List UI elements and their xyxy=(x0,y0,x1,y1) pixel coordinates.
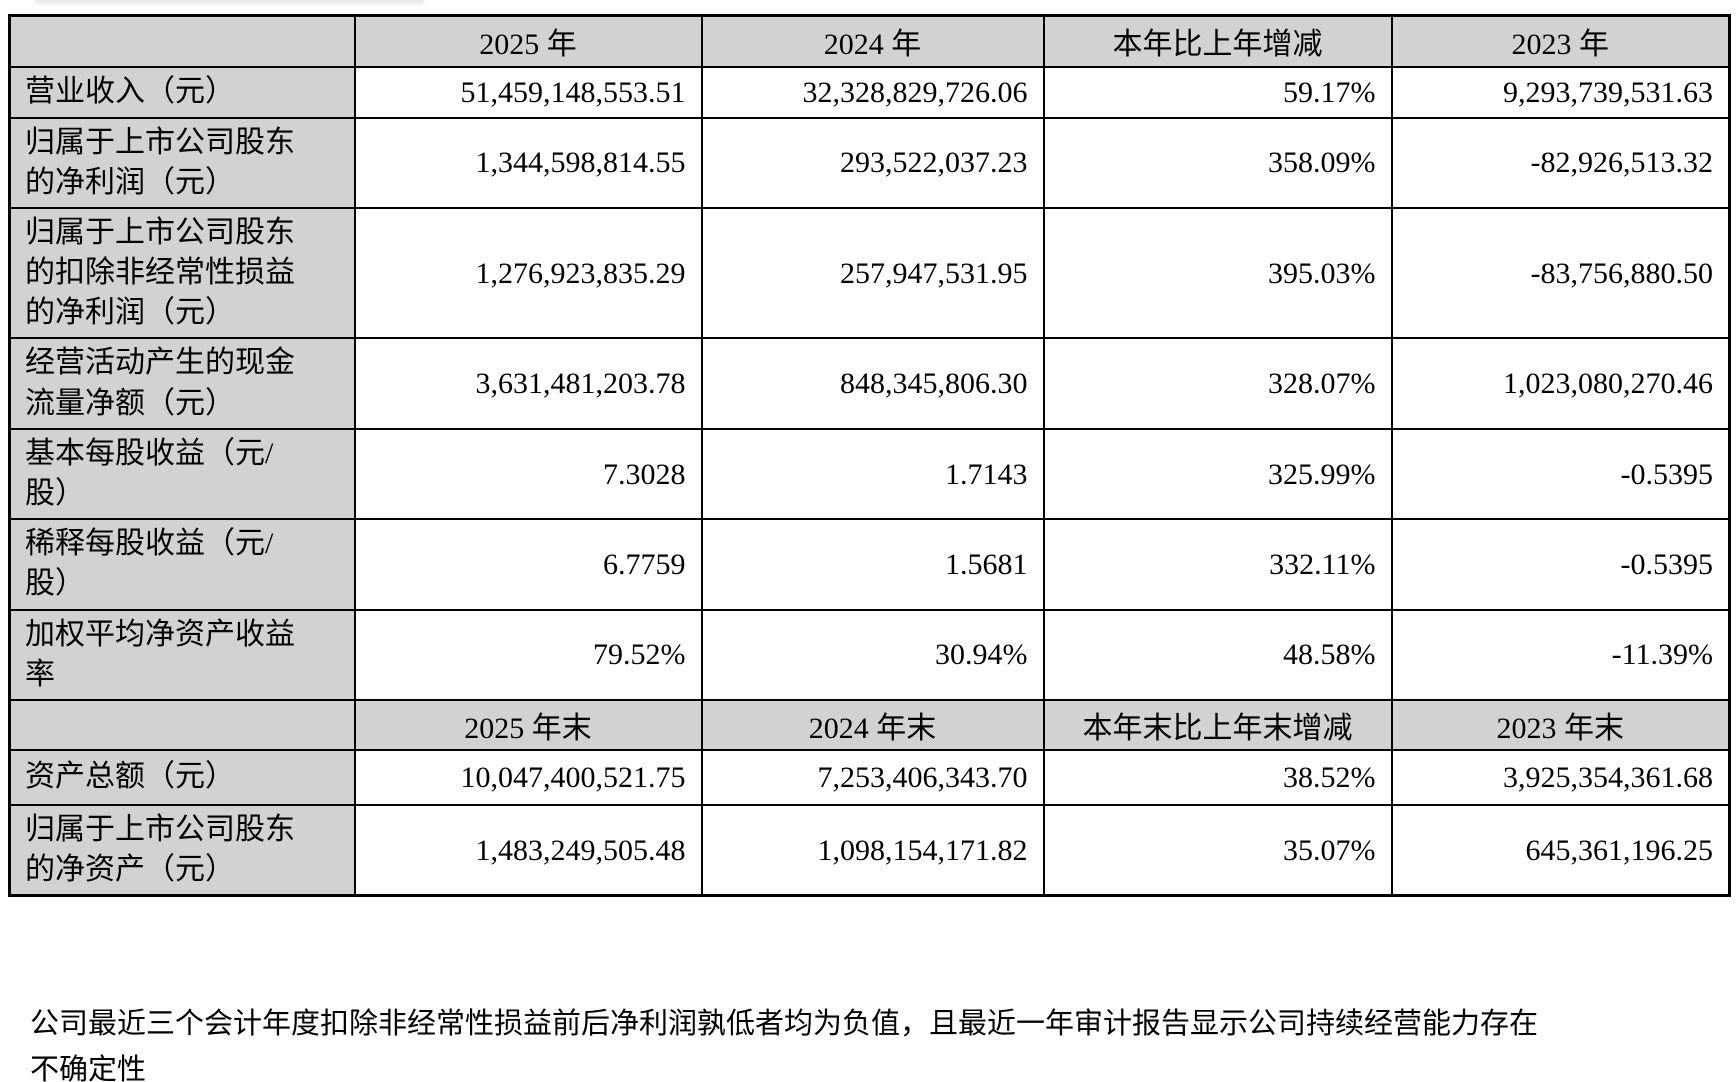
header-cell-2024: 2024 年 xyxy=(700,14,1045,68)
table-header-row-annual: 2025 年 2024 年 本年比上年增减 2023 年 xyxy=(8,14,1731,68)
header-cell-2023-end: 2023 年末 xyxy=(1390,698,1731,751)
row-label: 加权平均净资产收益 率 xyxy=(8,608,356,701)
row-label: 资产总额（元） xyxy=(8,748,356,806)
value-2025: 51,459,148,553.51 xyxy=(353,65,703,119)
value-2023: -83,756,880.50 xyxy=(1390,206,1731,340)
value-2024: 1.5681 xyxy=(700,518,1045,611)
row-label: 营业收入（元） xyxy=(8,65,356,119)
value-2023: -0.5395 xyxy=(1390,518,1731,611)
value-2025: 1,276,923,835.29 xyxy=(353,206,703,340)
going-concern-footnote: 公司最近三个会计年度扣除非经常性损益前后净利润孰低者均为负值，且最近一年审计报告… xyxy=(30,1008,1539,1082)
value-2025: 1,483,249,505.48 xyxy=(353,803,703,897)
value-yoy-change: 328.07% xyxy=(1042,337,1393,430)
header-cell-blank xyxy=(8,698,356,751)
value-yoy-change: 48.58% xyxy=(1042,608,1393,701)
value-2024: 1.7143 xyxy=(700,427,1045,521)
value-2024: 1,098,154,171.82 xyxy=(700,803,1045,897)
value-yoy-change: 332.11% xyxy=(1042,518,1393,611)
value-2025: 1,344,598,814.55 xyxy=(353,116,703,209)
key-financials-table: 2025 年 2024 年 本年比上年增减 2023 年 营业收入（元） 51,… xyxy=(8,14,1731,898)
value-2025: 3,631,481,203.78 xyxy=(353,337,703,430)
value-2024: 257,947,531.95 xyxy=(700,206,1045,340)
table-row-total-assets: 资产总额（元） 10,047,400,521.75 7,253,406,343.… xyxy=(8,748,1731,806)
value-2023: 1,023,080,270.46 xyxy=(1390,337,1731,430)
header-cell-2023: 2023 年 xyxy=(1390,14,1731,68)
value-yoy-change: 325.99% xyxy=(1042,427,1393,521)
value-2024: 30.94% xyxy=(700,608,1045,701)
row-label: 稀释每股收益（元/ 股） xyxy=(8,518,356,611)
value-2024: 848,345,806.30 xyxy=(700,337,1045,430)
value-yoy-change: 35.07% xyxy=(1042,803,1393,897)
value-2025: 79.52% xyxy=(353,608,703,701)
value-2023: -0.5395 xyxy=(1390,427,1731,521)
value-2024: 293,522,037.23 xyxy=(700,116,1045,209)
value-2024: 32,328,829,726.06 xyxy=(700,65,1045,119)
value-2023: -11.39% xyxy=(1390,608,1731,701)
table-row-net-profit-excl-nonrecurring: 归属于上市公司股东 的扣除非经常性损益 的净利润（元） 1,276,923,83… xyxy=(8,206,1731,340)
row-label: 经营活动产生的现金 流量净额（元） xyxy=(8,337,356,430)
table-header-row-yearend: 2025 年末 2024 年末 本年末比上年末增减 2023 年末 xyxy=(8,698,1731,751)
table-row-operating-cash-flow: 经营活动产生的现金 流量净额（元） 3,631,481,203.78 848,3… xyxy=(8,337,1731,430)
scroll-clip-artifact xyxy=(34,0,424,6)
table-row-basic-eps: 基本每股收益（元/ 股） 7.3028 1.7143 325.99% -0.53… xyxy=(8,427,1731,521)
value-yoy-change: 395.03% xyxy=(1042,206,1393,340)
header-cell-yearend-change: 本年末比上年末增减 xyxy=(1042,698,1393,751)
table-row-diluted-eps: 稀释每股收益（元/ 股） 6.7759 1.5681 332.11% -0.53… xyxy=(8,518,1731,611)
row-label: 归属于上市公司股东 的净资产（元） xyxy=(8,803,356,897)
value-yoy-change: 59.17% xyxy=(1042,65,1393,119)
value-2025: 7.3028 xyxy=(353,427,703,521)
value-2025: 6.7759 xyxy=(353,518,703,611)
table-row-net-profit: 归属于上市公司股东 的净利润（元） 1,344,598,814.55 293,5… xyxy=(8,116,1731,209)
row-label: 归属于上市公司股东 的净利润（元） xyxy=(8,116,356,209)
value-2023: 3,925,354,361.68 xyxy=(1390,748,1731,806)
header-cell-yoy-change: 本年比上年增减 xyxy=(1042,14,1393,68)
row-label: 归属于上市公司股东 的扣除非经常性损益 的净利润（元） xyxy=(8,206,356,340)
header-cell-2025: 2025 年 xyxy=(353,14,703,68)
value-2024: 7,253,406,343.70 xyxy=(700,748,1045,806)
header-cell-2024-end: 2024 年末 xyxy=(700,698,1045,751)
header-cell-blank xyxy=(8,14,356,68)
value-2025: 10,047,400,521.75 xyxy=(353,748,703,806)
value-yoy-change: 38.52% xyxy=(1042,748,1393,806)
row-label: 基本每股收益（元/ 股） xyxy=(8,427,356,521)
table-row-net-assets: 归属于上市公司股东 的净资产（元） 1,483,249,505.48 1,098… xyxy=(8,803,1731,897)
value-2023: 645,361,196.25 xyxy=(1390,803,1731,897)
table-row-weighted-avg-roe: 加权平均净资产收益 率 79.52% 30.94% 48.58% -11.39% xyxy=(8,608,1731,701)
header-cell-2025-end: 2025 年末 xyxy=(353,698,703,751)
table-row-revenue: 营业收入（元） 51,459,148,553.51 32,328,829,726… xyxy=(8,65,1731,119)
value-2023: 9,293,739,531.63 xyxy=(1390,65,1731,119)
value-yoy-change: 358.09% xyxy=(1042,116,1393,209)
value-2023: -82,926,513.32 xyxy=(1390,116,1731,209)
